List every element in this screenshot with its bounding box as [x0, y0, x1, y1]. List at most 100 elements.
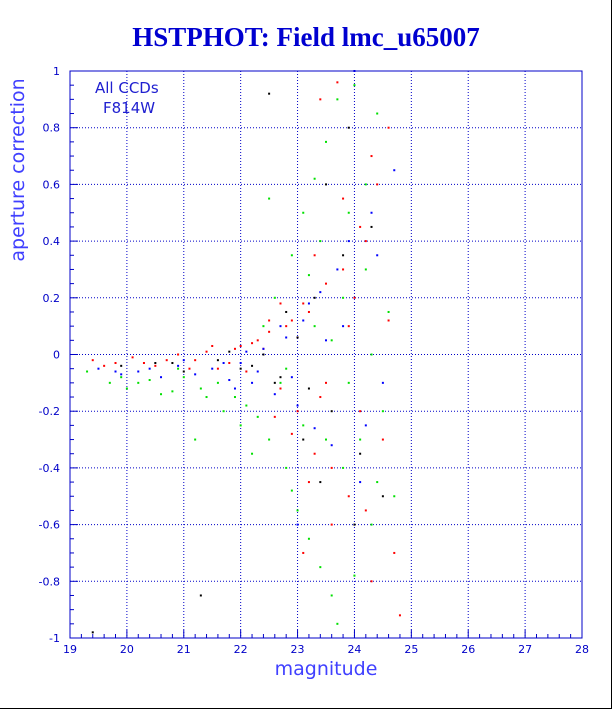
- data-point: [194, 359, 197, 362]
- data-point: [205, 396, 208, 399]
- data-point: [216, 367, 219, 370]
- data-point: [381, 495, 384, 498]
- data-point: [177, 353, 180, 356]
- data-point: [393, 169, 396, 172]
- data-point: [239, 424, 242, 427]
- y-tick-label: 0.8: [43, 122, 61, 135]
- x-tick-label: 22: [234, 643, 248, 656]
- data-point: [359, 452, 362, 455]
- data-point: [285, 336, 288, 339]
- data-point: [319, 396, 322, 399]
- data-point: [313, 452, 316, 455]
- data-point: [194, 438, 197, 441]
- data-point: [199, 387, 202, 390]
- x-tick-label: 20: [120, 643, 134, 656]
- data-point: [342, 296, 345, 299]
- data-point: [233, 387, 236, 390]
- data-point: [103, 364, 106, 367]
- data-point: [319, 98, 322, 101]
- data-point: [302, 551, 305, 554]
- y-tick-label: 0.2: [43, 292, 61, 305]
- data-point: [268, 197, 271, 200]
- data-point: [222, 362, 225, 365]
- data-point: [307, 387, 310, 390]
- data-point: [359, 438, 362, 441]
- data-point: [364, 240, 367, 243]
- data-point: [330, 523, 333, 526]
- data-point: [302, 211, 305, 214]
- data-point: [97, 367, 100, 370]
- data-point: [148, 379, 151, 382]
- data-point: [336, 98, 339, 101]
- data-point: [239, 344, 242, 347]
- data-point: [268, 438, 271, 441]
- data-point: [296, 336, 299, 339]
- data-point: [364, 268, 367, 271]
- y-tick-label: -0.6: [39, 519, 60, 532]
- y-tick-label: 1: [53, 65, 60, 78]
- x-tick-label: 24: [347, 643, 361, 656]
- data-point: [319, 481, 322, 484]
- data-point: [154, 364, 157, 367]
- data-point: [313, 427, 316, 430]
- data-point: [205, 350, 208, 353]
- data-point: [302, 424, 305, 427]
- data-point: [364, 424, 367, 427]
- data-point: [307, 481, 310, 484]
- data-point: [279, 325, 282, 328]
- data-point: [347, 126, 350, 129]
- data-point: [325, 140, 327, 143]
- data-point: [313, 325, 316, 328]
- data-point: [302, 319, 305, 322]
- data-point: [290, 489, 293, 492]
- data-point: [336, 268, 339, 271]
- y-tick-label: -0.8: [39, 575, 60, 588]
- data-point: [251, 342, 254, 345]
- data-point: [171, 390, 174, 393]
- data-point: [370, 211, 373, 214]
- data-point: [228, 379, 231, 382]
- data-point: [211, 344, 214, 347]
- data-point: [256, 370, 259, 373]
- data-point: [262, 347, 265, 350]
- grid-lines: [69, 70, 583, 639]
- annotation-ccds: All CCDs: [95, 79, 159, 97]
- data-point: [330, 466, 333, 469]
- data-point: [279, 376, 282, 379]
- data-point: [381, 381, 384, 384]
- data-point: [364, 509, 367, 512]
- x-tick-label: 26: [461, 643, 475, 656]
- data-point: [268, 92, 271, 95]
- data-point: [216, 359, 219, 362]
- data-point: [228, 350, 231, 353]
- y-tick-label: -1: [49, 632, 60, 645]
- data-point: [342, 197, 345, 200]
- data-point: [347, 495, 350, 498]
- data-point: [342, 466, 345, 469]
- data-point: [108, 381, 111, 384]
- data-point: [330, 339, 333, 342]
- data-point: [154, 362, 157, 365]
- data-point: [279, 381, 282, 384]
- data-point: [370, 580, 373, 583]
- data-point: [387, 126, 390, 129]
- data-point: [302, 302, 305, 305]
- data-point: [177, 364, 180, 367]
- data-point: [114, 362, 117, 365]
- data-point: [376, 112, 379, 115]
- data-point: [114, 370, 117, 373]
- data-point: [353, 523, 356, 526]
- data-point: [370, 225, 373, 228]
- data-point: [285, 367, 288, 370]
- data-point: [262, 325, 265, 328]
- data-point: [120, 364, 123, 367]
- data-point: [347, 240, 350, 243]
- data-point: [325, 339, 327, 342]
- data-point: [307, 274, 310, 277]
- data-point: [319, 240, 322, 243]
- data-point: [313, 296, 316, 299]
- y-tick-label: -0.2: [39, 405, 60, 418]
- x-tick-label: 25: [404, 643, 418, 656]
- data-point: [387, 310, 390, 313]
